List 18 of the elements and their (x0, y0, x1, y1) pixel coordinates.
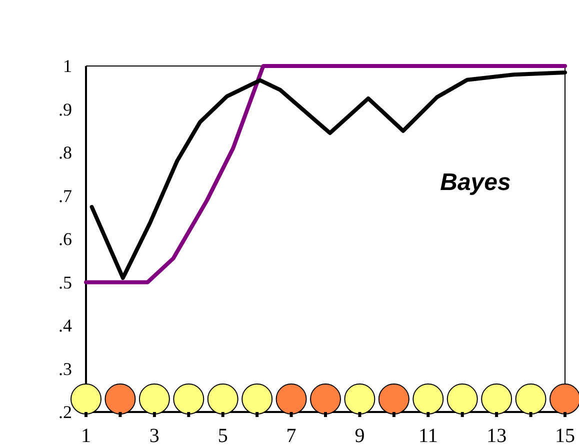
x-tick-label: 3 (149, 425, 160, 445)
y-tick-label: .6 (58, 229, 72, 249)
x-tick-label: 7 (286, 425, 296, 445)
y-tick-label: .7 (58, 186, 72, 206)
x-tick-label: 5 (218, 425, 228, 445)
y-tick-label: .4 (58, 316, 72, 336)
x-tick-label: 15 (555, 425, 575, 445)
y-tick-label: .2 (58, 402, 72, 422)
y-tick-label: .8 (58, 142, 72, 162)
x-tick-label: 9 (354, 425, 365, 445)
y-tick-label: .9 (58, 99, 72, 120)
x-tick-label: 13 (486, 425, 507, 445)
x-tick-label: 11 (418, 425, 438, 445)
y-tick-label: 1 (63, 56, 72, 76)
annotation: Bayes (440, 169, 511, 196)
y-tick-label: .5 (58, 272, 72, 292)
y-tick-label: .3 (58, 358, 72, 379)
x-tick-label: 1 (81, 425, 91, 445)
